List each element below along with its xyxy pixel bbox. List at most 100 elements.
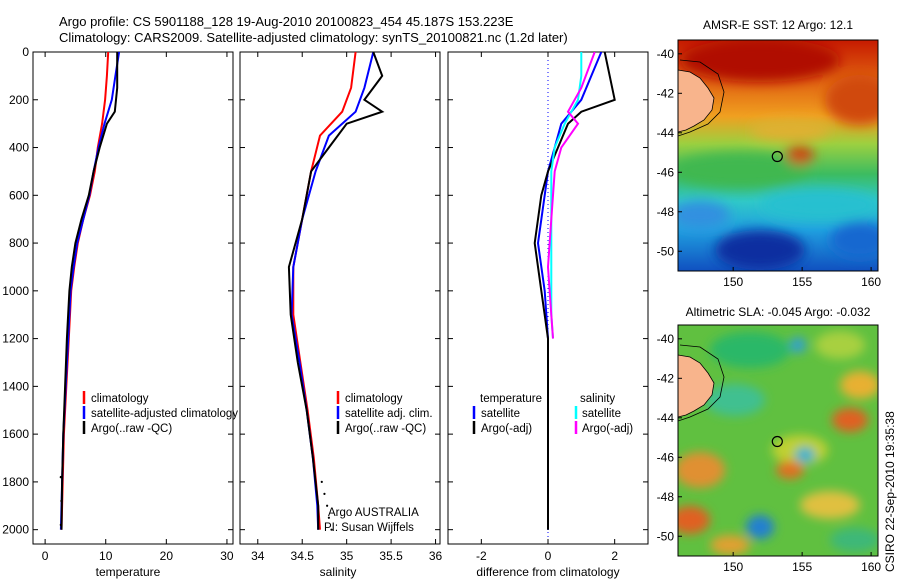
temperature-xlabel: temperature — [96, 565, 161, 579]
map-y-tick-label: -50 — [657, 244, 675, 258]
temperature-legend: climatology satellite-adjusted climatolo… — [82, 391, 238, 435]
sla-map-argo-marker — [771, 435, 783, 448]
x-tick-label: 20 — [160, 549, 174, 563]
temperature-axes-box — [32, 51, 234, 545]
y-tick-label: 1000 — [2, 284, 29, 298]
y-tick-label: 1800 — [2, 475, 29, 489]
y-tick-label: 600 — [9, 188, 29, 202]
map-x-tick-label: 155 — [792, 560, 812, 574]
series-line-salinity-satellite — [550, 52, 583, 339]
x-tick-label: 35.5 — [379, 549, 403, 563]
sst-map-image — [678, 40, 878, 271]
raw-argo-point — [59, 523, 63, 527]
raw-argo-point — [323, 492, 326, 495]
sla-map-frame — [677, 324, 879, 557]
x-tick-label: 0 — [545, 549, 552, 563]
figure-title-line2: Climatology: CARS2009. Satellite-adjuste… — [59, 30, 568, 45]
map-y-tick-label: -40 — [657, 47, 675, 61]
difference-legend-title-salinity: salinity — [580, 393, 615, 405]
x-tick-label: 30 — [220, 549, 234, 563]
sla-map-image — [678, 325, 878, 556]
series-line-argo — [287, 52, 385, 530]
map-y-tick-label: -44 — [657, 411, 675, 425]
sla-map-land — [678, 354, 715, 418]
difference-legend-sal-argo: Argo(-adj) — [582, 423, 633, 435]
sst-map-ticks: 150 155 160 -40 -42 -44 -46 -48 -50 — [657, 47, 882, 289]
difference-legend-sal-satellite: satellite — [582, 408, 621, 420]
temperature-lines — [59, 52, 121, 530]
sla-map-coast-contour — [678, 344, 725, 422]
y-tick-label: 200 — [9, 93, 29, 107]
map-y-tick-label: -46 — [657, 165, 675, 179]
difference-legend-title-temperature: temperature — [480, 393, 542, 405]
salinity-legend-argo: Argo(..raw -QC) — [345, 423, 426, 435]
salinity-ticks: 34 34.5 35 35.5 36 — [240, 51, 443, 563]
salinity-legend: climatology satellite adj. clim. Argo(..… — [336, 391, 433, 435]
y-tick-label: 1600 — [2, 427, 29, 441]
map-y-tick-label: -46 — [657, 450, 675, 464]
series-line-salinity-argo — [546, 52, 596, 339]
y-tick-label: 2000 — [2, 523, 29, 537]
map-x-tick-label: 150 — [723, 275, 743, 289]
difference-panel: -2 0 2 difference from climatology tempera… — [447, 51, 649, 579]
map-x-tick-label: 160 — [861, 560, 881, 574]
difference-legend: temperature satellite Argo(-adj) salinit… — [472, 393, 633, 435]
difference-ticks: -2 0 2 — [448, 51, 648, 563]
sst-map-title: AMSR-E SST: 12 Argo: 12.1 — [703, 18, 853, 32]
raw-argo-point — [326, 504, 329, 507]
sla-map-title: Altimetric SLA: -0.045 Argo: -0.032 — [686, 305, 871, 319]
map-y-tick-label: -50 — [657, 529, 675, 543]
salinity-legend-satellite: satellite adj. clim. — [345, 408, 433, 420]
salinity-legend-climatology: climatology — [345, 393, 403, 405]
series-line-argo — [60, 52, 119, 530]
sst-map-land — [678, 69, 715, 133]
figure-title-line1: Argo profile: CS 5901188_128 19-Aug-2010… — [59, 14, 514, 29]
sla-map-panel: Altimetric SLA: -0.045 Argo: -0.032 — [657, 305, 882, 574]
temperature-legend-argo: Argo(..raw -QC) — [91, 423, 172, 435]
map-y-tick-label: -48 — [657, 490, 675, 504]
raw-argo-point — [59, 475, 63, 479]
y-tick-label: 0 — [22, 45, 29, 59]
map-y-tick-label: -40 — [657, 332, 675, 346]
x-tick-label: 35 — [340, 549, 354, 563]
temperature-legend-satellite: satellite-adjusted climatology — [91, 408, 238, 420]
series-line-temperature-argo — [533, 52, 616, 530]
sst-map-coast-contour — [678, 59, 725, 137]
x-tick-label: 34 — [251, 549, 265, 563]
salinity-annotation-line1: Argo AUSTRALIA — [328, 507, 419, 519]
sst-map-argo-marker — [771, 150, 783, 163]
temperature-ticks: 0 10 20 30 0 200 400 600 800 1000 1200 1400 1600 1800… — [2, 45, 234, 563]
difference-legend-temp-argo: Argo(-adj) — [481, 423, 532, 435]
temperature-panel: 0 10 20 30 0 200 400 600 800 1000 1200 1400 1600 1800… — [2, 45, 238, 579]
map-y-tick-label: -48 — [657, 205, 675, 219]
raw-argo-point — [330, 528, 333, 531]
raw-argo-point — [60, 499, 63, 503]
map-x-tick-label: 160 — [861, 275, 881, 289]
csiro-timestamp: CSIRO 22-Sep-2010 19:35:38 — [883, 411, 897, 572]
salinity-lines — [287, 52, 385, 531]
sst-map-panel: AMSR-E SST: 12 Argo: 12.1 150 155 160 -40 -4… — [657, 18, 882, 289]
map-y-tick-label: -42 — [657, 371, 675, 385]
map-x-tick-label: 150 — [723, 560, 743, 574]
salinity-panel: 34 34.5 35 35.5 36 salinity climatology sate… — [239, 51, 443, 579]
map-y-tick-label: -42 — [657, 86, 675, 100]
sst-map-frame — [677, 39, 879, 272]
difference-xlabel: difference from climatology — [476, 565, 619, 579]
map-y-tick-label: -44 — [657, 126, 675, 140]
difference-legend-temp-satellite: satellite — [481, 408, 520, 420]
y-tick-label: 1400 — [2, 379, 29, 393]
y-tick-label: 1200 — [2, 332, 29, 346]
temperature-legend-climatology: climatology — [91, 393, 149, 405]
sla-map-ticks: 150 155 160 -40 -42 -44 -46 -48 -50 — [657, 332, 882, 574]
map-x-tick-label: 155 — [792, 275, 812, 289]
y-tick-label: 800 — [9, 236, 29, 250]
difference-lines — [533, 52, 616, 530]
raw-argo-point — [320, 480, 323, 484]
x-tick-label: 2 — [611, 549, 618, 563]
raw-argo-point — [327, 516, 330, 519]
salinity-xlabel: salinity — [320, 565, 357, 579]
x-tick-label: 36 — [429, 549, 443, 563]
x-tick-label: -2 — [476, 549, 487, 563]
x-tick-label: 0 — [42, 549, 49, 563]
